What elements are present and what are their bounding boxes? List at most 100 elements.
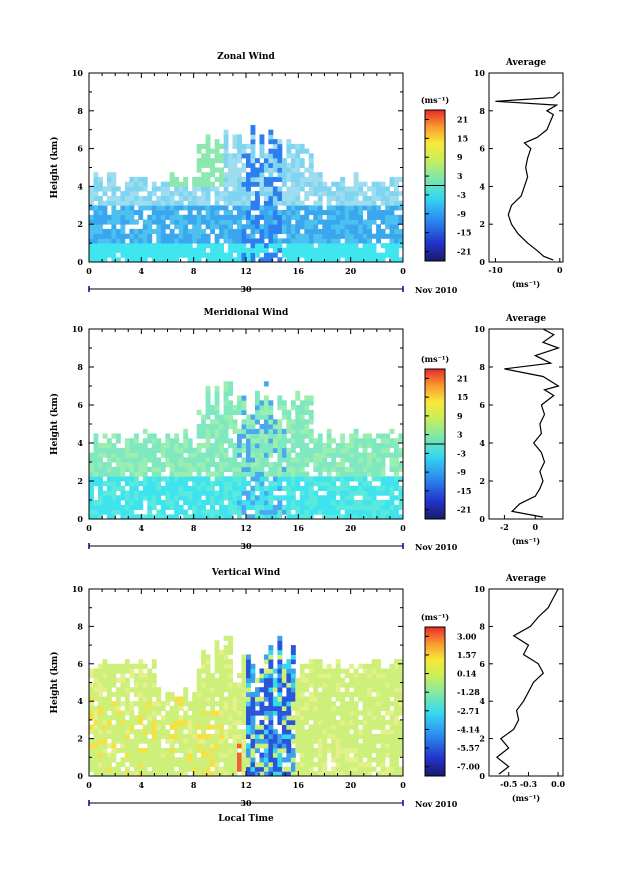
- heatmap-cell: [196, 200, 202, 206]
- heatmap-cell: [214, 476, 220, 482]
- heatmap-cell: [250, 428, 256, 434]
- heatmap-cell: [178, 476, 184, 482]
- heatmap-cell: [138, 443, 144, 449]
- heatmap-cell: [147, 762, 153, 768]
- heatmap-cell: [192, 715, 198, 721]
- heatmap-cell: [241, 395, 247, 401]
- heatmap-cell: [268, 715, 274, 721]
- average-y-tick-label: 10: [474, 68, 486, 78]
- heatmap-cell: [371, 243, 377, 249]
- heatmap-cell: [277, 762, 283, 768]
- heatmap-cell: [183, 715, 189, 721]
- heatmap-cell: [89, 701, 94, 707]
- heatmap-cell: [187, 476, 193, 482]
- heatmap-cell: [313, 705, 319, 711]
- heatmap-cell: [133, 682, 139, 688]
- heatmap-cell: [210, 224, 215, 230]
- heatmap-cell: [295, 210, 301, 216]
- heatmap-cell: [349, 214, 355, 220]
- heatmap-cell: [358, 500, 363, 506]
- heatmap-cell: [174, 504, 180, 510]
- heatmap-cell: [295, 481, 301, 487]
- heatmap-cell: [169, 738, 175, 744]
- heatmap-cell: [201, 668, 206, 674]
- heatmap-cell: [263, 195, 269, 201]
- heatmap-cell: [115, 738, 121, 744]
- heatmap-cell: [304, 485, 310, 491]
- heatmap-cell: [174, 771, 180, 777]
- heatmap-cell: [389, 514, 395, 520]
- heatmap-cell: [344, 757, 350, 763]
- heatmap-cell: [241, 466, 247, 472]
- heatmap-cell: [317, 509, 323, 515]
- heatmap-cell: [353, 691, 359, 697]
- heatmap-cell: [268, 645, 274, 651]
- heatmap-cell: [111, 715, 117, 721]
- heatmap-cell: [295, 419, 301, 425]
- heatmap-cell: [178, 490, 184, 496]
- heatmap-cell: [124, 691, 130, 697]
- heatmap-cell: [380, 752, 386, 758]
- heatmap-cell: [295, 682, 301, 688]
- heatmap-cell: [277, 452, 283, 458]
- heatmap-cell: [308, 224, 314, 230]
- heatmap-cell: [322, 696, 328, 702]
- heatmap-cell: [349, 433, 355, 439]
- heatmap-cell: [241, 224, 247, 230]
- heatmap-cell: [380, 514, 386, 520]
- heatmap-cell: [89, 452, 94, 458]
- heatmap-cell: [367, 471, 372, 477]
- heatmap-cell: [286, 500, 292, 506]
- heatmap-cell: [263, 485, 269, 491]
- heatmap-cell: [263, 452, 269, 458]
- heatmap-cell: [102, 677, 108, 683]
- heatmap-cell: [124, 766, 130, 772]
- heatmap-cell: [281, 696, 287, 702]
- heatmap-cell: [232, 247, 238, 253]
- heatmap-cell: [317, 466, 323, 472]
- heatmap-cell: [367, 247, 372, 253]
- heatmap-cell: [174, 724, 180, 730]
- heatmap-cell: [151, 476, 157, 482]
- heatmap-cell: [290, 668, 296, 674]
- heatmap-cell: [89, 224, 94, 230]
- heatmap-cell: [290, 438, 296, 444]
- heatmap-cell: [272, 228, 278, 234]
- heatmap-cell: [250, 153, 256, 159]
- heatmap-cell: [259, 668, 265, 674]
- heatmap-cell: [165, 715, 171, 721]
- heatmap-cell: [246, 733, 251, 739]
- heatmap-cell: [120, 214, 126, 220]
- heatmap-cell: [394, 687, 399, 693]
- heatmap-cell: [98, 466, 103, 472]
- heatmap-cell: [317, 462, 323, 468]
- heatmap-cell: [178, 186, 184, 192]
- heatmap-cell: [250, 167, 256, 173]
- heatmap-cell: [205, 214, 211, 220]
- heatmap-cell: [340, 719, 346, 725]
- heatmap-cell: [246, 514, 251, 520]
- heatmap-cell: [93, 205, 99, 211]
- heatmap-cell: [160, 733, 166, 739]
- heatmap-cell: [111, 247, 117, 253]
- heatmap-cell: [106, 677, 112, 683]
- heatmap-cell: [259, 457, 265, 463]
- heatmap-cell: [214, 715, 220, 721]
- heatmap-cell: [286, 757, 292, 763]
- heatmap-cell: [250, 677, 256, 683]
- heatmap-cell: [169, 210, 175, 216]
- heatmap-cell: [272, 509, 278, 515]
- heatmap-cell: [304, 748, 310, 754]
- heatmap-cell: [246, 481, 251, 487]
- heatmap-cell: [232, 466, 238, 472]
- heatmap-cell: [228, 409, 233, 415]
- heatmap-cell: [250, 701, 256, 707]
- heatmap-cell: [147, 228, 153, 234]
- y-tick-label: 4: [77, 696, 83, 706]
- heatmap-cell: [362, 771, 368, 777]
- heatmap-cell: [232, 181, 238, 187]
- heatmap-cell: [340, 696, 346, 702]
- heatmap-cell: [214, 462, 220, 468]
- heatmap-cell: [385, 687, 390, 693]
- heatmap-cell: [214, 205, 220, 211]
